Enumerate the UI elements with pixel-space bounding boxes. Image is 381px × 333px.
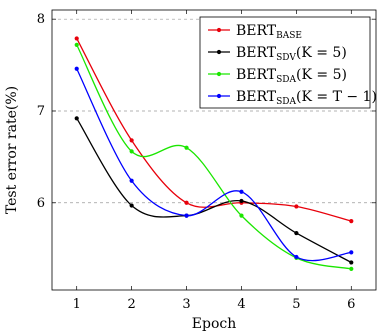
data-point: [349, 266, 354, 271]
x-tick-label: 4: [237, 297, 245, 312]
x-tick-label: 1: [73, 297, 81, 312]
legend-marker: [216, 27, 222, 33]
data-point: [294, 204, 299, 209]
x-tick-label: 2: [127, 297, 135, 312]
data-point: [239, 213, 244, 218]
legend-entry: BERTSDA(K = 5): [208, 67, 347, 85]
data-point: [349, 219, 354, 224]
data-point: [129, 138, 134, 143]
data-point: [184, 213, 189, 218]
legend-marker: [216, 71, 222, 77]
x-tick-label: 6: [347, 297, 355, 312]
data-point: [184, 200, 189, 205]
legend-entry: BERTSDV(K = 5): [208, 45, 347, 63]
y-tick-label: 6: [37, 196, 45, 211]
data-point: [294, 254, 299, 260]
legend-marker: [216, 49, 222, 55]
data-point: [349, 260, 354, 265]
x-tick-label: 5: [292, 297, 300, 312]
legend-label: BERTSDA(K = T − 1): [236, 89, 377, 107]
data-point: [129, 178, 134, 183]
data-point: [294, 230, 299, 236]
series-line: [76, 117, 352, 264]
x-axis-label: Epoch: [192, 316, 236, 332]
legend-box: [199, 16, 371, 109]
series-lines: [74, 36, 354, 271]
series-1: [74, 36, 354, 224]
legend-entry: BERTBASE: [208, 23, 302, 41]
legend-marker: [216, 93, 222, 99]
data-point: [239, 189, 244, 194]
data-point: [239, 198, 244, 204]
data-point: [129, 149, 134, 154]
data-point: [129, 203, 134, 208]
data-point: [74, 42, 79, 47]
legend-label: BERTSDV(K = 5): [236, 45, 347, 63]
y-axis-label: Test error rate(%): [4, 86, 20, 214]
series-2: [74, 116, 354, 265]
legend-label: BERTSDA(K = 5): [236, 67, 347, 85]
data-point: [349, 250, 354, 255]
series-4: [74, 66, 354, 262]
legend-label: BERTBASE: [236, 23, 302, 41]
y-tick-label: 8: [37, 12, 45, 27]
data-point: [184, 145, 189, 150]
plot-frame: [51, 9, 377, 291]
data-point: [74, 116, 79, 121]
axis-ticks: 6 7 8 1 2 3 4 5 6: [37, 10, 376, 312]
data-point: [74, 36, 79, 41]
x-tick-label: 3: [182, 297, 190, 312]
data-point: [74, 66, 79, 71]
legend-entry: BERTSDA(K = T − 1): [208, 89, 377, 107]
legend: BERTBASE BERTSDV(K = 5) BERTSDA(K = 5) BERT…: [199, 16, 377, 109]
y-tick-label: 7: [37, 104, 45, 119]
